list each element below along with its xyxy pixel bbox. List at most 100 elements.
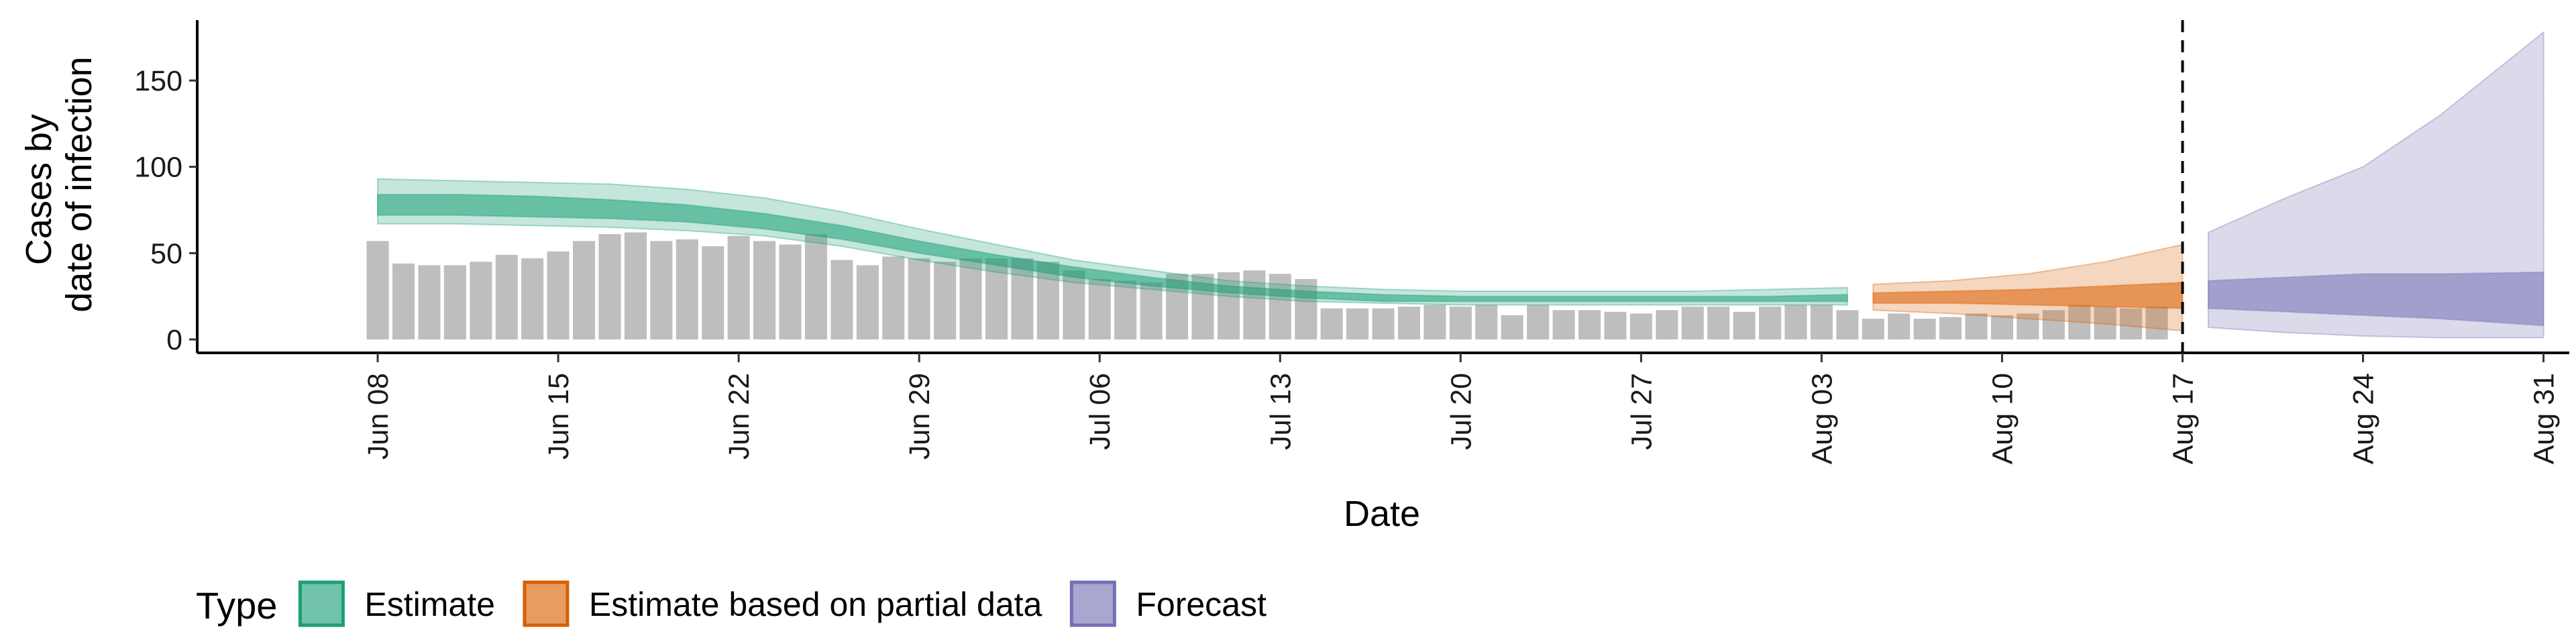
case-bar — [882, 256, 905, 339]
case-bar — [1088, 278, 1111, 339]
case-bar — [856, 265, 879, 339]
case-bar — [1836, 310, 1859, 339]
x-tick-label: Aug 17 — [2167, 373, 2200, 464]
case-bar — [2145, 307, 2168, 339]
case-bar — [2120, 308, 2143, 339]
y-axis-ticks: 0 50 100 150 — [134, 65, 197, 356]
case-bar — [418, 265, 441, 339]
legend-label: Estimate based on partial data — [589, 586, 1042, 623]
case-bar — [1243, 270, 1266, 339]
case-bar — [1140, 282, 1163, 339]
case-bar — [1501, 315, 1523, 339]
x-tick-label: Jul 06 — [1084, 373, 1116, 450]
y-axis-title-line-1: Cases by — [19, 114, 59, 265]
case-bar — [959, 258, 982, 339]
y-tick-label: 100 — [134, 152, 182, 184]
case-bar — [1475, 305, 1498, 339]
case-bar — [1965, 313, 1988, 339]
case-bar — [1888, 313, 1911, 339]
case-bar — [753, 241, 776, 339]
plot-area — [366, 20, 2544, 353]
x-tick-label: Jul 13 — [1265, 373, 1297, 450]
x-tick-label: Jun 22 — [723, 373, 755, 460]
case-bar — [1784, 305, 1807, 339]
case-bar — [495, 254, 518, 339]
legend-swatch — [523, 580, 570, 627]
case-bar — [1552, 310, 1575, 339]
case-bar — [1217, 272, 1240, 339]
case-bar — [1990, 315, 2013, 339]
case-bar — [1036, 262, 1059, 339]
case-bar — [830, 260, 853, 339]
case-bar — [1629, 313, 1652, 339]
case-bar — [1424, 305, 1446, 339]
case-bar — [1295, 278, 1318, 339]
axes — [196, 20, 2569, 354]
case-bar — [1320, 308, 1343, 339]
case-bar — [1656, 310, 1678, 339]
case-bar — [443, 265, 466, 339]
case-bar — [2042, 310, 2065, 339]
case-bar — [934, 262, 957, 339]
case-bar — [702, 246, 724, 339]
legend-label: Forecast — [1136, 586, 1267, 623]
y-axis-title: Cases by date of infection — [19, 56, 99, 312]
case-bar — [1527, 305, 1550, 339]
case-bar — [1011, 258, 1034, 339]
x-tick-label: Aug 31 — [2528, 373, 2561, 464]
case-bar — [470, 262, 492, 339]
case-bar — [624, 232, 647, 339]
legend: Type Estimate Estimate based on partial d… — [196, 580, 1267, 627]
case-bar — [366, 241, 389, 339]
case-bar — [1372, 308, 1395, 339]
case-bar — [2017, 313, 2039, 339]
x-tick-label: Aug 10 — [1986, 373, 2019, 464]
case-bar — [1449, 307, 1472, 339]
case-bar — [1939, 317, 1962, 339]
case-bar — [392, 263, 415, 339]
case-bar — [908, 258, 930, 339]
case-bar — [1578, 310, 1601, 339]
case-bar — [1681, 307, 1704, 339]
case-bar — [521, 258, 544, 339]
case-bar — [1707, 307, 1730, 339]
x-tick-label: Aug 24 — [2348, 373, 2380, 464]
y-tick-label: 150 — [134, 65, 182, 97]
case-bar — [676, 239, 698, 339]
legend-title: Type — [196, 584, 277, 627]
y-tick-label: 50 — [150, 237, 182, 270]
case-bar — [1913, 319, 1936, 339]
case-bar — [1397, 307, 1420, 339]
x-axis-title: Date — [1344, 494, 1420, 534]
forecast-50-band — [2207, 271, 2544, 327]
case-bar — [1759, 307, 1782, 339]
case-bar — [1733, 311, 1756, 339]
case-bar — [804, 234, 827, 339]
y-tick-label: 0 — [166, 324, 182, 356]
case-bar — [1063, 270, 1085, 339]
x-tick-label: Jul 27 — [1625, 373, 1658, 450]
case-bar — [779, 244, 802, 339]
case-bar — [1269, 274, 1291, 339]
x-tick-label: Jul 20 — [1445, 373, 1477, 450]
case-bar — [2068, 305, 2091, 339]
x-tick-label: Aug 03 — [1806, 373, 1838, 464]
case-bar — [573, 241, 596, 339]
forecast-90-band — [2207, 30, 2544, 339]
case-bar — [1114, 280, 1137, 339]
case-bar — [2094, 307, 2116, 339]
x-tick-label: Jun 15 — [543, 373, 575, 460]
case-bar — [1810, 305, 1833, 339]
legend-swatch — [298, 580, 345, 627]
case-bar — [985, 258, 1008, 339]
case-bar — [650, 241, 673, 339]
x-axis-ticks: Jun 08 Jun 15 Jun 22 Jun 29 Jul 06 Jul 13 Jul … — [362, 353, 2561, 464]
legend-label: Estimate — [364, 586, 495, 623]
case-bar — [727, 235, 750, 339]
legend-swatch — [1069, 580, 1116, 627]
y-axis-title-line-2: date of infection — [59, 56, 99, 312]
estimate-50-band — [377, 193, 1848, 303]
case-bar — [598, 234, 621, 339]
case-bar — [1862, 319, 1884, 339]
